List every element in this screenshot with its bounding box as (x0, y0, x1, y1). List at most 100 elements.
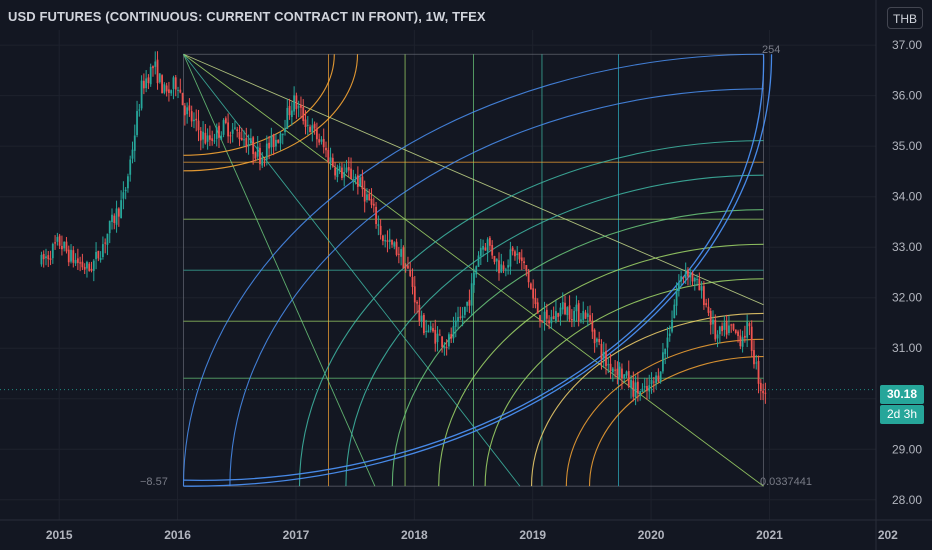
candle-body (158, 73, 161, 83)
candle-body (607, 364, 610, 366)
gann-box-bottom-right-label: 0.0337441 (760, 476, 812, 488)
candle-body (149, 66, 152, 85)
candle-body (441, 336, 443, 347)
candle-body (168, 89, 170, 93)
grid (0, 30, 876, 520)
candle-body (507, 265, 510, 268)
candle-body (236, 129, 239, 131)
gann-arc (530, 312, 764, 487)
candle-body (336, 169, 339, 178)
gann-arc (484, 278, 764, 487)
candle-body (539, 315, 541, 322)
candle-body (545, 309, 548, 319)
candle-body (643, 386, 646, 388)
candle-body (709, 310, 712, 325)
candle-body (136, 111, 138, 135)
gann-box-bottom-left-label: −8.57 (140, 476, 168, 488)
gann-box-top-label: 254 (762, 44, 781, 56)
candle-body (290, 110, 293, 118)
candle-body (147, 77, 150, 84)
candle-body (673, 304, 676, 319)
candle-body (693, 277, 696, 282)
candle-body (454, 320, 457, 327)
candle-body (413, 286, 416, 303)
candle-body (702, 286, 705, 306)
candle-body (668, 333, 671, 337)
candle-body (170, 90, 173, 94)
candle-body (297, 106, 300, 108)
candle-body (730, 324, 733, 326)
candle-body (552, 316, 555, 320)
candle-body (529, 283, 532, 290)
candle-body (363, 188, 366, 202)
price-axis-labels: 28.0029.0030.0031.0032.0033.0034.0035.00… (892, 38, 922, 507)
candle-body (220, 135, 223, 140)
candle-body (621, 368, 623, 379)
candle-body (74, 259, 77, 264)
candle-body (757, 360, 760, 384)
candle-body (682, 276, 685, 278)
candle-body (115, 208, 118, 225)
candle-body (138, 109, 141, 111)
candle-body (395, 241, 398, 255)
candle-body (473, 272, 475, 286)
candle-body (509, 249, 512, 267)
gann-arc (391, 209, 764, 487)
candle-body (520, 257, 523, 261)
candle-body (140, 80, 143, 109)
candle-body (361, 176, 364, 190)
candle-body (705, 303, 708, 306)
candle-body (111, 214, 113, 223)
candle-body (548, 320, 550, 324)
candle-body (240, 137, 243, 141)
candle-body (127, 176, 129, 189)
candle-body (575, 304, 578, 312)
candle-body (652, 381, 655, 383)
candle-body (646, 386, 648, 391)
candle-body (120, 200, 123, 219)
candle-body (154, 61, 157, 67)
candle-body (502, 265, 505, 270)
gann-arc (229, 88, 764, 487)
candle-body (684, 271, 687, 279)
price-tick-label: 35.00 (892, 139, 922, 153)
currency-button[interactable]: THB (887, 7, 923, 29)
gann-arc-top (183, 54, 335, 156)
candle-body (452, 326, 455, 339)
time-tick-label: 2020 (638, 528, 665, 542)
candle-body (306, 124, 309, 126)
candle-body (422, 314, 425, 334)
candle-body (696, 278, 698, 280)
candle-body (329, 157, 332, 163)
candle-body (436, 333, 439, 343)
candle-body (504, 269, 507, 271)
candle-body (593, 329, 596, 344)
candle-body (211, 138, 214, 141)
gann-arc-top (183, 54, 359, 172)
candle-body (286, 107, 289, 129)
candle-body (142, 80, 145, 89)
candle-body (739, 335, 742, 347)
candle-body (409, 270, 412, 277)
candle-body (582, 310, 585, 320)
time-tick-label: 2019 (519, 528, 546, 542)
candle-body (70, 249, 72, 262)
candle-body (388, 239, 391, 242)
last-price-tag: 30.18 (880, 385, 924, 404)
candle-body (534, 297, 537, 305)
candle-body (577, 303, 580, 321)
candle-body (687, 269, 689, 277)
chart-title: USD FUTURES (CONTINUOUS: CURRENT CONTRAC… (8, 9, 486, 24)
candle-body (759, 382, 762, 392)
candle-body (83, 266, 86, 270)
candle-body (204, 132, 207, 144)
candle-body (555, 311, 557, 322)
candle-body (500, 264, 503, 273)
candle-body (650, 379, 653, 385)
candle-body (347, 167, 350, 171)
candle-body (486, 239, 489, 252)
candle-body (716, 334, 719, 339)
candle-body (356, 175, 359, 187)
